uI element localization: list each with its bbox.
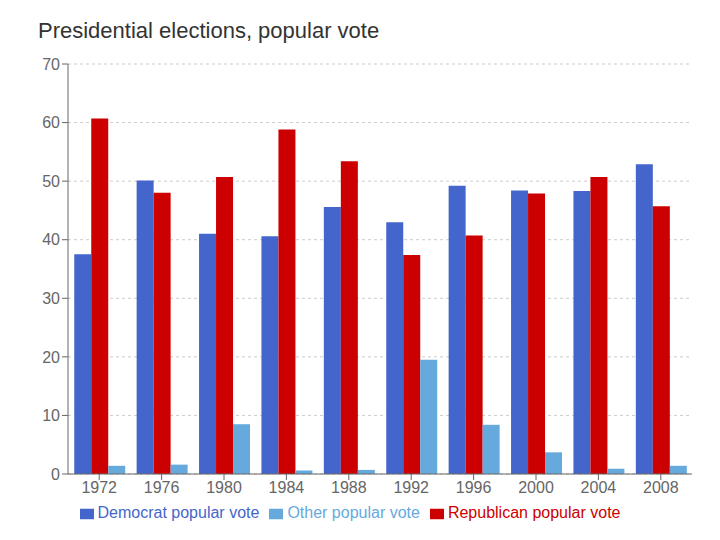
svg-text:20: 20 — [42, 349, 60, 366]
html-text:Other popular vote: Other popular vote — [287, 504, 420, 521]
svg-text:2004: 2004 — [581, 479, 617, 496]
svg-text:1984: 1984 — [269, 479, 305, 496]
svg-text:1976: 1976 — [144, 479, 180, 496]
svg-text:40: 40 — [42, 231, 60, 248]
svg-text:0: 0 — [51, 466, 60, 483]
svg-text:1988: 1988 — [331, 479, 367, 496]
svg-text:70: 70 — [42, 56, 60, 73]
html-text:Presidential elections, popula: Presidential elections, popular vote — [38, 18, 380, 43]
svg-text:1980: 1980 — [206, 479, 242, 496]
svg-text:50: 50 — [42, 173, 60, 190]
svg-text:1972: 1972 — [81, 479, 117, 496]
svg-text:1996: 1996 — [456, 479, 492, 496]
html-text:Democrat popular vote: Democrat popular vote — [97, 504, 260, 521]
svg-text:10: 10 — [42, 407, 60, 424]
svg-text:1992: 1992 — [393, 479, 429, 496]
svg-text:30: 30 — [42, 290, 60, 307]
svg-text:2000: 2000 — [518, 479, 554, 496]
html-text:Republican popular vote: Republican popular vote — [447, 504, 621, 521]
svg-text:2008: 2008 — [643, 479, 679, 496]
svg-text:60: 60 — [42, 114, 60, 131]
